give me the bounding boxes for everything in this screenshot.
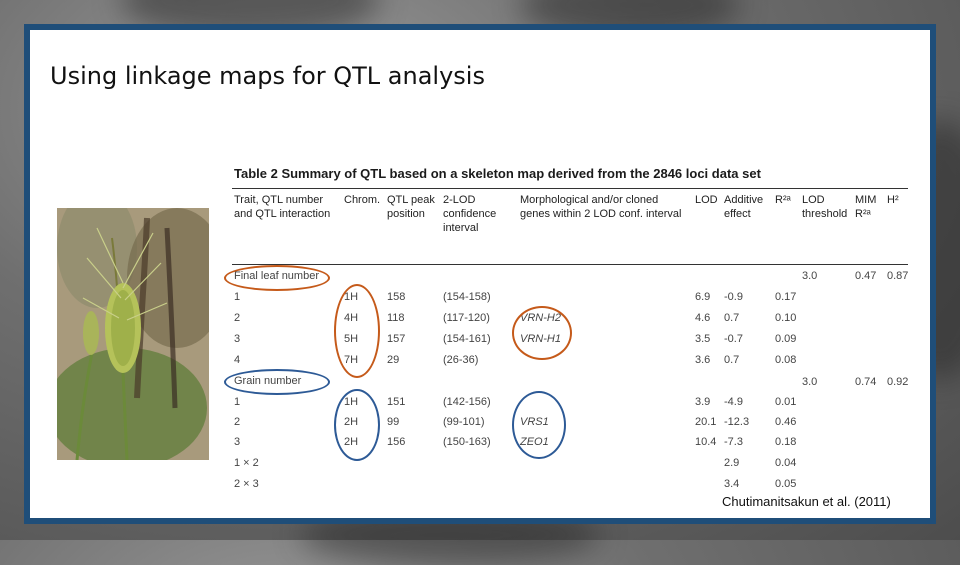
cell-r2: 0.46 — [775, 416, 797, 428]
highlight-oval-final-leaf — [224, 265, 330, 291]
highlight-oval-genes-leaf — [512, 306, 572, 360]
header-text: Chrom. — [344, 194, 381, 206]
cell-ci: (26-36) — [443, 354, 479, 366]
cell-additive: 3.4 — [724, 478, 740, 490]
header-trait: Trait, QTL number and QTL interaction — [234, 193, 330, 221]
cell-trait: 1 × 2 — [234, 457, 259, 469]
highlight-oval-chrom-grain — [334, 389, 380, 461]
group-threshold: 3.0 — [802, 376, 818, 388]
qtl-summary-table: Table 2 Summary of QTL based on a skelet… — [224, 166, 912, 490]
cell-r2: 0.10 — [775, 312, 797, 324]
cell-lod: 4.6 — [695, 312, 711, 324]
cell-peak: 158 — [387, 291, 406, 303]
header-text: and QTL interaction — [234, 208, 331, 220]
cell-r2: 0.01 — [775, 396, 797, 408]
header-text: effect — [724, 208, 751, 220]
cell-lod: 6.9 — [695, 291, 711, 303]
cell-lod: 3.6 — [695, 354, 711, 366]
header-text: R²ᵃ — [775, 194, 791, 206]
cell-trait: 2 × 3 — [234, 478, 259, 490]
header-threshold: LOD threshold — [802, 193, 847, 221]
slide-title: Using linkage maps for QTL analysis — [50, 62, 485, 90]
cell-additive: -12.3 — [724, 416, 750, 428]
header-text: QTL peak — [387, 194, 435, 206]
cell-trait: 1 — [234, 291, 241, 303]
header-additive: Additive effect — [724, 193, 763, 221]
header-peak: QTL peak position — [387, 193, 435, 221]
cell-r2: 0.04 — [775, 457, 797, 469]
cell-lod: 3.9 — [695, 396, 711, 408]
cell-trait: 3 — [234, 333, 241, 345]
cell-peak: 151 — [387, 396, 406, 408]
header-text: interval — [443, 222, 479, 234]
header-text: LOD — [802, 194, 825, 206]
highlight-oval-chrom-leaf — [334, 284, 380, 378]
cell-lod: 10.4 — [695, 436, 717, 448]
cell-additive: -4.9 — [724, 396, 743, 408]
cell-additive: -0.9 — [724, 291, 743, 303]
group-mim: 0.74 — [855, 376, 877, 388]
cell-ci: (154-158) — [443, 291, 491, 303]
header-text: Additive — [724, 194, 764, 206]
cell-ci: (142-156) — [443, 396, 491, 408]
barley-spike-photo — [57, 208, 209, 460]
highlight-oval-grain-number — [224, 369, 330, 395]
group-mim: 0.47 — [855, 270, 877, 282]
table-caption: Table 2 Summary of QTL based on a skelet… — [234, 166, 761, 181]
cell-peak: 118 — [387, 312, 405, 324]
header-lod: LOD — [695, 193, 718, 207]
cell-lod: 3.5 — [695, 333, 711, 345]
header-text: LOD — [695, 194, 718, 206]
table-header-rule — [232, 264, 908, 265]
cell-r2: 0.17 — [775, 291, 797, 303]
cell-trait: 2 — [234, 312, 241, 324]
highlight-oval-genes-grain — [512, 391, 566, 459]
header-text: genes within 2 LOD conf. interval — [520, 208, 682, 220]
header-r2: R²ᵃ — [775, 193, 791, 207]
cell-additive: -0.7 — [724, 333, 743, 345]
cell-additive: 0.7 — [724, 354, 740, 366]
header-text: position — [387, 208, 425, 220]
group-h2: 0.87 — [887, 270, 909, 282]
header-genes: Morphological and/or cloned genes within… — [520, 193, 681, 221]
cell-trait: 3 — [234, 436, 241, 448]
cell-ci: (99-101) — [443, 416, 485, 428]
slide: Using linkage maps for QTL analysis Tabl… — [24, 24, 936, 524]
header-text: Trait, QTL number — [234, 194, 324, 206]
header-text: H² — [887, 194, 899, 206]
header-text: MIM — [855, 194, 877, 206]
cell-lod: 20.1 — [695, 416, 717, 428]
header-h2: H² — [887, 193, 899, 207]
header-mim: MIM R²ᵃ — [855, 193, 876, 221]
cell-peak: 157 — [387, 333, 406, 345]
cell-additive: -7.3 — [724, 436, 743, 448]
cell-ci: (117-120) — [443, 312, 490, 324]
cell-r2: 0.08 — [775, 354, 797, 366]
group-h2: 0.92 — [887, 376, 909, 388]
group-threshold: 3.0 — [802, 270, 818, 282]
header-chrom: Chrom. — [344, 193, 380, 207]
header-text: threshold — [802, 208, 848, 220]
cell-peak: 29 — [387, 354, 400, 366]
header-text: confidence — [443, 208, 497, 220]
cell-additive: 2.9 — [724, 457, 740, 469]
header-text: Morphological and/or cloned — [520, 194, 659, 206]
cell-ci: (154-161) — [443, 333, 491, 345]
cell-trait: 2 — [234, 416, 241, 428]
cell-r2: 0.18 — [775, 436, 797, 448]
header-text: R²ᵃ — [855, 208, 871, 220]
citation-credit: Chutimanitsakun et al. (2011) — [722, 494, 891, 509]
cell-additive: 0.7 — [724, 312, 740, 324]
header-lod2: 2-LOD confidence interval — [443, 193, 496, 235]
cell-peak: 156 — [387, 436, 406, 448]
cell-peak: 99 — [387, 416, 400, 428]
cell-ci: (150-163) — [443, 436, 491, 448]
cell-trait: 4 — [234, 354, 241, 366]
cell-r2: 0.09 — [775, 333, 797, 345]
cell-r2: 0.05 — [775, 478, 797, 490]
cell-trait: 1 — [234, 396, 241, 408]
header-text: 2-LOD — [443, 194, 476, 206]
table-top-rule — [232, 188, 908, 189]
